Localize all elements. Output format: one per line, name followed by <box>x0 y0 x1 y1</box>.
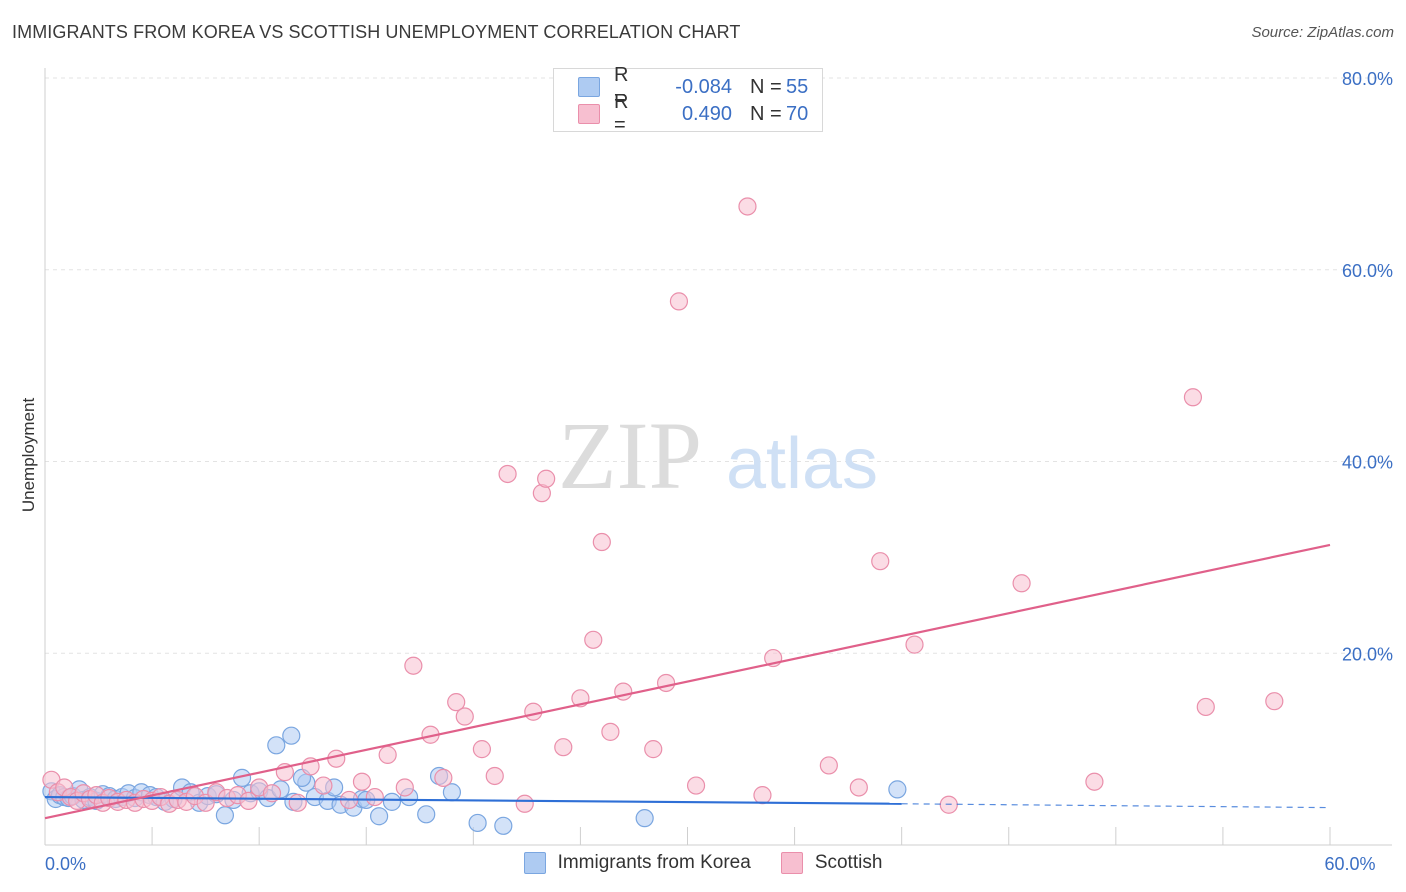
point-scottish <box>537 469 556 488</box>
legend-row-scottish: R = 0.490 N = 70 <box>578 91 809 136</box>
watermark: ZIP atlas <box>558 402 878 509</box>
point-scottish <box>239 791 258 810</box>
legend-r-label: R = <box>614 91 629 136</box>
point-scottish <box>447 693 466 712</box>
point-scottish <box>1196 697 1215 717</box>
point-scottish <box>686 776 706 795</box>
point-scottish <box>753 786 772 805</box>
tick-labels: 20.0% 40.0% 60.0% 80.0% 0.0% 60.0% <box>45 69 1393 874</box>
point-korea <box>282 726 301 745</box>
point-scottish <box>485 766 504 786</box>
series-swatch-scottish <box>780 852 803 874</box>
point-scottish <box>871 552 890 571</box>
point-scottish <box>472 740 491 759</box>
point-scottish <box>669 292 689 311</box>
point-scottish <box>905 635 924 654</box>
y-tick-label: 80.0% <box>1342 69 1393 89</box>
point-korea <box>888 780 907 799</box>
legend-swatch-korea <box>578 77 600 97</box>
point-scottish <box>434 768 453 787</box>
trend-line-korea-extension <box>901 803 1331 809</box>
correlation-legend: R = -0.084 N = 55 R = 0.490 N = 70 <box>553 64 823 136</box>
point-korea <box>267 736 286 755</box>
grid-lines <box>45 77 1392 654</box>
point-scottish <box>327 749 346 768</box>
series-legend-scottish[interactable]: Scottish <box>780 852 883 874</box>
point-scottish <box>314 776 333 795</box>
point-scottish <box>601 722 620 741</box>
point-korea <box>215 806 234 825</box>
point-korea <box>468 813 487 833</box>
y-tick-label: 60.0% <box>1342 261 1393 281</box>
data-points <box>42 197 1284 835</box>
series-legend: Immigrants from Korea Scottish <box>0 852 1406 874</box>
point-korea <box>635 809 654 828</box>
point-scottish <box>498 464 517 484</box>
point-scottish <box>515 794 534 813</box>
y-axis-label: Unemployment <box>19 398 38 513</box>
trend-line-scottish <box>44 543 1331 820</box>
point-scottish <box>378 745 397 764</box>
y-tick-label: 40.0% <box>1342 453 1393 473</box>
point-scottish <box>592 532 611 552</box>
watermark-zip: ZIP <box>558 402 702 509</box>
series-label-korea: Immigrants from Korea <box>557 852 751 873</box>
point-korea <box>370 807 389 826</box>
point-scottish <box>849 778 868 797</box>
point-scottish <box>524 702 543 721</box>
series-swatch-korea <box>523 852 546 874</box>
legend-swatch-scottish <box>578 104 600 124</box>
trend-lines <box>44 543 1331 820</box>
point-korea <box>382 792 402 811</box>
legend-r-label: R = <box>614 64 629 109</box>
chart-title: IMMIGRANTS FROM KOREA VS SCOTTISH UNEMPL… <box>12 22 741 42</box>
legend-r-value: 0.490 <box>681 102 732 125</box>
legend-n-label: N = <box>750 102 782 125</box>
point-scottish <box>288 793 307 812</box>
x-tick-label: 60.0% <box>1324 854 1375 874</box>
y-tick-label: 20.0% <box>1342 644 1393 664</box>
x-tick-label: 0.0% <box>45 854 86 874</box>
point-korea <box>417 805 436 824</box>
axes <box>44 68 1392 846</box>
point-scottish <box>352 772 372 791</box>
legend-n-label: N = <box>750 75 782 98</box>
point-scottish <box>584 630 603 649</box>
legend-row-korea: R = -0.084 N = 55 <box>578 64 809 109</box>
point-scottish <box>455 707 474 726</box>
point-scottish <box>819 756 838 775</box>
series-label-scottish: Scottish <box>814 852 883 873</box>
point-scottish <box>404 656 423 675</box>
point-scottish <box>656 673 676 693</box>
watermark-atlas: atlas <box>726 424 878 504</box>
legend-n-value: 55 <box>786 75 809 98</box>
point-korea <box>494 816 513 835</box>
point-scottish <box>395 778 414 797</box>
legend-n-value: 70 <box>786 102 809 125</box>
source-label: Source: ZipAtlas.com <box>1251 24 1394 41</box>
trend-line-korea <box>44 795 902 805</box>
point-scottish <box>365 787 384 807</box>
legend-r-value: -0.084 <box>675 75 732 98</box>
point-scottish <box>738 197 757 216</box>
point-scottish <box>1265 692 1284 711</box>
point-scottish <box>1085 772 1104 791</box>
series-legend-korea[interactable]: Immigrants from Korea <box>523 852 751 874</box>
point-scottish <box>644 740 663 759</box>
point-scottish <box>262 784 282 803</box>
point-scottish <box>554 738 573 757</box>
point-scottish <box>1183 388 1203 407</box>
point-scottish <box>1012 574 1031 593</box>
